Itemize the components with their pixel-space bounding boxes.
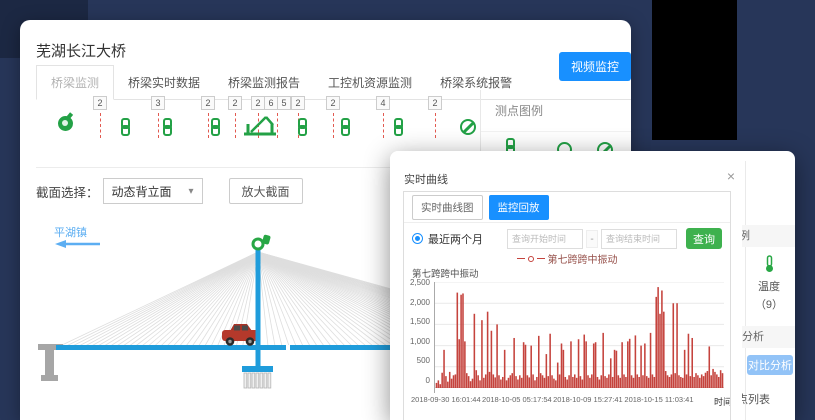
chain-sensor-icon[interactable] — [162, 118, 172, 136]
query-button[interactable]: 查询 — [686, 228, 722, 249]
sensor-count-badge: 2 — [201, 96, 215, 110]
legend-line-icon — [516, 258, 525, 259]
chain-sensor-icon[interactable] — [340, 118, 350, 136]
y-axis-tick-label: 2,500 — [409, 278, 430, 287]
radio-label: 最近两个月 — [428, 233, 483, 246]
sensor-count-badge: 2 — [291, 96, 305, 110]
vibration-chart — [435, 281, 724, 389]
pile-cap — [242, 366, 273, 372]
section-select[interactable]: 动态背立面 ▾ — [102, 178, 203, 204]
y-axis-tick-label: 1,500 — [409, 317, 430, 327]
section-select-label: 截面选择： — [36, 185, 99, 200]
left-abutment — [38, 344, 63, 381]
chevron-down-icon: ▾ — [188, 185, 194, 197]
tab-monitor-playback[interactable]: 监控回放 — [488, 194, 549, 220]
piles — [243, 372, 272, 389]
thermometer-icon — [765, 255, 773, 272]
radio-last-two-months[interactable] — [412, 233, 423, 244]
y-axis-tick-label: 0 — [425, 375, 430, 385]
chain-sensor-icon[interactable] — [120, 118, 130, 136]
sensor-count-badge: 2 — [228, 96, 242, 110]
tab-realtime-curve[interactable]: 实时曲线图 — [412, 194, 483, 220]
sensor-strip: 2 3 2 2 2 6 5 2 2 4 2 — [20, 92, 480, 166]
sensor-count-badge: 4 — [376, 96, 390, 110]
y-axis-tick-label: 1,000 — [409, 336, 430, 346]
disabled-sensor-icon[interactable] — [460, 119, 476, 135]
x-axis-ticks: 时间 2018-09-30 16:01:44 2018-10-05 05:17:5… — [411, 395, 731, 407]
realtime-curve-dialog: 实时曲线 × 实时曲线图 监控回放 最近两个月 - 查询 — [390, 151, 742, 420]
temperature-label: 温度 — [758, 281, 780, 293]
legend-label: 第七跨跨中振动 — [547, 255, 618, 266]
sensor-count-badge: 6 — [264, 96, 278, 110]
temperature-item[interactable]: 温度 （9） — [743, 255, 795, 312]
zoom-section-button[interactable]: 放大截面 — [228, 178, 303, 204]
x-axis-tick-label: 2018-10-15 11:03:41 — [624, 395, 694, 404]
tab-ipc-resource[interactable]: 工控机资源监测 — [314, 66, 427, 99]
chain-sensor-icon[interactable] — [393, 118, 403, 136]
alarm-dash-line — [235, 113, 236, 138]
sensor-count-badge: 2 — [428, 96, 442, 110]
page-title: 芜湖长江大桥 — [36, 43, 127, 60]
bridge-sensor-icon[interactable] — [242, 114, 278, 138]
sensor-count-badge: 2 — [326, 96, 340, 110]
query-controls: 最近两个月 - 查询 — [404, 223, 730, 252]
tab-realtime-data[interactable]: 桥梁实时数据 — [114, 66, 215, 99]
sensor-count-badge: 2 — [251, 96, 265, 110]
x-axis-tick-label: 2018-10-05 05:17:54 — [482, 395, 552, 404]
sidebar-divider — [745, 161, 746, 420]
stopwatch-icon[interactable] — [58, 116, 73, 131]
compare-analysis-button[interactable]: 对比分析 — [747, 355, 793, 375]
query-start-input[interactable] — [507, 228, 583, 249]
section-select-value: 动态背立面 — [111, 184, 172, 199]
query-end-input[interactable] — [601, 228, 677, 249]
tab-bridge-monitor[interactable]: 桥梁监测 — [36, 65, 115, 100]
chart-area: 2,500 2,000 1,500 1,000 500 0 — [404, 278, 730, 393]
x-axis-name: 时间 — [713, 397, 731, 407]
alarm-dash-line — [100, 113, 101, 138]
y-axis-ticks: 2,500 2,000 1,500 1,000 500 0 — [404, 278, 434, 388]
legend-panel-title: 测点图例 — [481, 90, 631, 132]
sensor-count-badge: 5 — [277, 96, 291, 110]
video-monitor-button[interactable]: 视频监控 — [558, 52, 631, 81]
chain-sensor-icon[interactable] — [210, 118, 220, 136]
video-window-black — [652, 0, 737, 140]
alarm-dash-line — [383, 113, 384, 138]
tab-system-alarm[interactable]: 桥梁系统报警 — [426, 66, 527, 99]
y-axis-tick-label: 2,000 — [409, 297, 430, 307]
plot-area — [434, 281, 724, 393]
sensor-count-badge: 3 — [151, 96, 165, 110]
tower-top-sensor-icon — [251, 234, 271, 251]
chain-sensor-icon[interactable] — [297, 118, 307, 136]
alarm-dash-line — [435, 113, 436, 138]
legend-circle-icon — [527, 255, 534, 262]
alarm-dash-line — [208, 113, 209, 138]
direction-label: 平湖镇 — [54, 225, 87, 239]
tab-monitor-report[interactable]: 桥梁监测报告 — [214, 66, 315, 99]
chart-legend[interactable]: 第七跨跨中振动 — [404, 252, 730, 266]
range-separator: - — [586, 229, 598, 248]
section-controls: 截面选择： 动态背立面 ▾ 放大截面 — [36, 178, 303, 204]
legend-line-icon — [536, 258, 545, 259]
close-icon[interactable]: × — [726, 168, 735, 184]
chart-title: 第七跨跨中振动 — [412, 269, 479, 280]
direction-arrow-icon — [55, 240, 100, 248]
dialog-content: 实时曲线图 监控回放 最近两个月 - 查询 第七跨跨中振动 第七跨跨中振动 — [403, 191, 731, 420]
bridge-deck — [56, 345, 616, 350]
detail-window: 测点图例 温度 （9） 对比分析 对比分析 测点列表 实时曲线 × 实时曲线图 … — [390, 151, 795, 420]
x-axis-tick-label: 2018-10-09 15:27:41 — [553, 395, 623, 404]
y-axis-tick-label: 500 — [416, 356, 430, 366]
dialog-tab-bar: 实时曲线图 监控回放 — [404, 192, 730, 223]
temperature-count: （9） — [754, 299, 784, 311]
divider — [36, 167, 464, 168]
alarm-dash-line — [158, 113, 159, 138]
dialog-title: 实时曲线 — [404, 174, 448, 186]
sensor-count-badge: 2 — [93, 96, 107, 110]
alarm-dash-line — [277, 113, 278, 138]
deck-joint — [286, 345, 290, 350]
car — [222, 324, 260, 346]
alarm-dash-line — [333, 113, 334, 138]
x-axis-tick-label: 2018-09-30 16:01:44 — [411, 395, 481, 404]
bridge-tower — [255, 248, 261, 372]
